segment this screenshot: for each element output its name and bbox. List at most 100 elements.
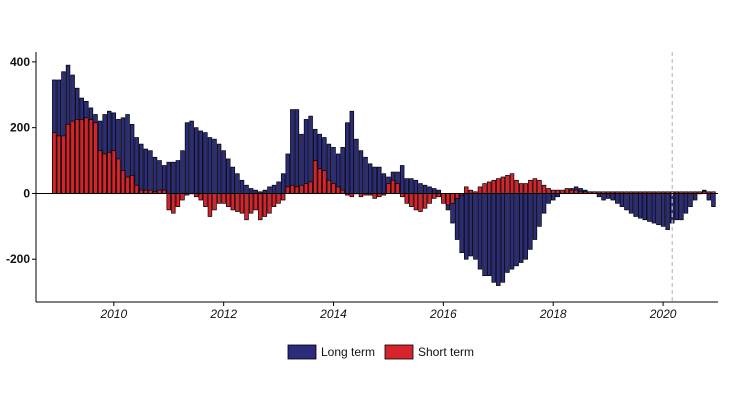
bar-long-term-2011-01: [166, 161, 171, 194]
bar-long-term-2019-06: [628, 193, 634, 214]
bar-short-term-2013-06: [299, 184, 304, 194]
bar-short-term-2010-04: [125, 176, 130, 194]
bar-long-term-2014-11: [377, 166, 382, 194]
bar-short-term-2009-03: [65, 124, 71, 194]
bar-short-term-2012-03: [230, 193, 236, 211]
bar-long-term-2020-02: [665, 193, 670, 230]
bar-short-term-2017-10: [537, 179, 542, 194]
bar-long-term-2015-07: [413, 179, 419, 194]
bar-short-term-2018-04: [564, 188, 570, 194]
bar-long-term-2011-08: [198, 130, 203, 194]
x-tick-label: 2012: [209, 307, 237, 321]
bar-long-term-2016-05: [459, 193, 464, 254]
bar-long-term-2016-12: [491, 193, 496, 283]
bar-short-term-2017-06: [518, 183, 524, 194]
bar-long-term-2011-06: [189, 120, 194, 194]
bar-long-term-2012-03: [230, 166, 236, 194]
bar-long-term-2014-10: [372, 166, 377, 194]
bar-long-term-2011-09: [203, 132, 208, 194]
bar-short-term-2016-04: [454, 193, 460, 199]
bar-long-term-2019-01: [605, 193, 611, 199]
bar-short-term-2017-02: [500, 176, 506, 194]
legend: Long term Short term: [287, 344, 474, 360]
legend-label-long-term: Long term: [321, 345, 375, 359]
bar-long-term-2012-06: [244, 184, 249, 194]
bar-long-term-2017-01: [496, 193, 501, 286]
bar-short-term-2015-01: [386, 183, 391, 194]
bar-short-term-2016-11: [486, 181, 492, 194]
bar-long-term-2010-07: [139, 143, 144, 194]
bar-long-term-2020-12: [711, 193, 716, 207]
bar-short-term-2012-01: [221, 193, 226, 204]
bar-long-term-2018-01: [550, 193, 556, 201]
x-tick-label: 2020: [649, 307, 677, 321]
legend-swatch-short-term: [384, 344, 414, 360]
bar-long-term-2013-04: [290, 109, 295, 194]
bar-long-term-2019-11: [651, 193, 657, 224]
bar-short-term-2017-12: [546, 188, 551, 194]
bar-short-term-2012-11: [267, 193, 272, 214]
bar-long-term-2019-07: [633, 193, 638, 217]
bar-short-term-2017-09: [532, 178, 538, 194]
bar-long-term-2017-05: [514, 193, 519, 267]
bar-long-term-2015-06: [409, 178, 414, 194]
bar-long-term-2013-02: [280, 173, 286, 194]
bar-long-term-2017-09: [532, 193, 538, 240]
bar-short-term-2012-08: [253, 193, 258, 211]
bar-long-term-2014-12: [381, 173, 387, 194]
bar-short-term-2015-02: [390, 179, 396, 194]
bar-short-term-2012-05: [239, 193, 245, 214]
bar-long-term-2019-05: [624, 193, 629, 211]
bar-short-term-2014-10: [372, 193, 377, 199]
bar-short-term-2016-03: [450, 193, 455, 204]
bar-short-term-2015-05: [404, 193, 409, 204]
bar-short-term-2013-09: [312, 160, 318, 194]
bar-long-term-2019-03: [615, 193, 620, 204]
bar-long-term-2017-02: [500, 193, 506, 283]
bar-long-term-2014-04: [345, 122, 350, 194]
bar-long-term-2015-08: [418, 183, 423, 194]
axes-layer: -200 0 200 400 2010 2012 2014 2016 2018 2020: [6, 52, 718, 321]
bar-long-term-2011-04: [180, 150, 185, 194]
bar-long-term-2017-10: [537, 193, 542, 227]
legend-label-short-term: Short term: [418, 345, 474, 359]
bar-short-term-2009-07: [84, 117, 89, 194]
bar-long-term-2011-10: [207, 137, 213, 194]
legend-swatch-long-term: [287, 344, 317, 360]
bar-short-term-2015-10: [427, 193, 432, 204]
bar-short-term-2012-04: [235, 193, 240, 212]
bar-short-term-2011-12: [216, 193, 222, 204]
bar-short-term-2015-11: [431, 193, 437, 199]
bar-long-term-2020-01: [660, 193, 666, 227]
bar-long-term-2019-04: [619, 193, 625, 207]
bar-short-term-2017-07: [523, 183, 528, 194]
bar-long-term-2016-07: [468, 193, 474, 257]
bar-long-term-2019-08: [637, 193, 643, 219]
bar-long-term-2013-01: [276, 181, 281, 194]
y-tick-label: 400: [10, 55, 30, 69]
bar-short-term-2013-05: [294, 186, 300, 194]
bar-long-term-2010-09: [148, 150, 153, 194]
bar-short-term-2011-01: [166, 193, 171, 211]
bar-short-term-2012-09: [258, 193, 263, 221]
bar-short-term-2016-06: [464, 186, 469, 194]
bar-long-term-2011-12: [216, 143, 222, 194]
bar-short-term-2013-12: [326, 179, 332, 194]
bar-short-term-2009-02: [61, 135, 66, 194]
bar-short-term-2012-07: [248, 193, 254, 214]
bar-long-term-2010-08: [143, 148, 149, 194]
bar-long-term-2015-05: [404, 178, 409, 194]
bar-short-term-2010-05: [129, 175, 135, 194]
bar-short-term-2013-10: [317, 168, 323, 194]
bar-short-term-2011-02: [171, 193, 176, 214]
bar-long-term-2012-01: [221, 150, 226, 194]
bar-short-term-2017-08: [528, 179, 533, 194]
bar-long-term-2013-07: [303, 119, 309, 194]
bar-short-term-2015-03: [395, 183, 400, 194]
bar-short-term-2015-08: [418, 193, 423, 212]
bar-long-term-2020-07: [688, 193, 693, 207]
bar-short-term-2016-02: [445, 193, 451, 206]
bar-short-term-2013-02: [280, 193, 286, 201]
bar-short-term-2012-06: [244, 193, 249, 221]
